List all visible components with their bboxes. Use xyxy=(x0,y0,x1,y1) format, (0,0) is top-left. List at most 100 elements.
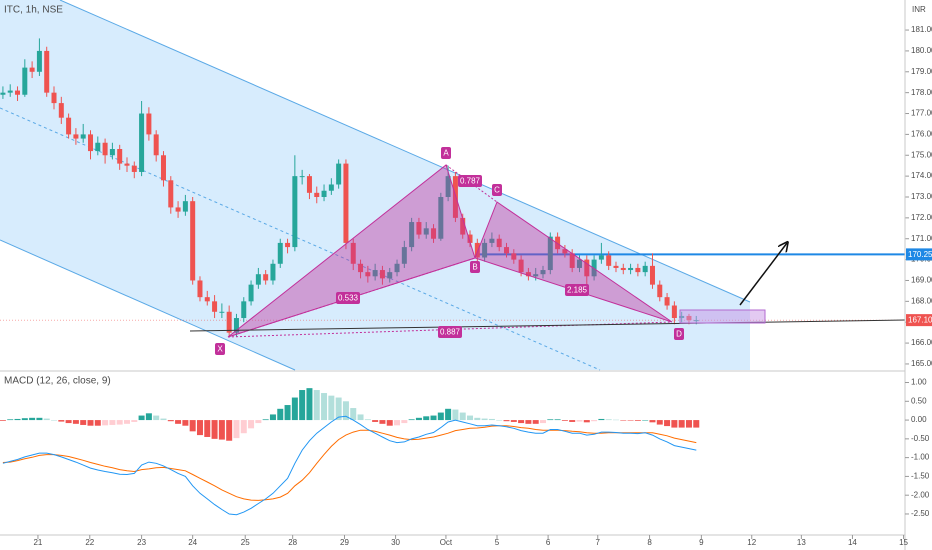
candle-body xyxy=(131,165,137,172)
candle-body xyxy=(102,142,108,156)
histogram-bar xyxy=(364,419,371,421)
candle-body xyxy=(431,228,437,239)
candle-body xyxy=(314,192,320,197)
histogram-bar xyxy=(569,420,576,422)
candle-body xyxy=(292,176,298,248)
histogram-bar xyxy=(488,418,495,421)
trend-line xyxy=(189,319,906,332)
histogram-bar xyxy=(72,420,79,424)
candle-body xyxy=(511,253,517,260)
x-tick-label: 13 xyxy=(797,538,806,547)
pattern-point-box xyxy=(441,147,451,159)
pattern-point-label: C xyxy=(494,186,500,195)
histogram-bar xyxy=(518,420,525,424)
pattern-point-box xyxy=(215,343,225,355)
y-tick-label: 172.00 xyxy=(911,213,932,222)
histogram-bar xyxy=(379,420,386,424)
candle-body xyxy=(22,67,28,95)
histogram-bar xyxy=(102,420,109,426)
x-tick-label: 25 xyxy=(241,538,250,547)
histogram-bar xyxy=(7,419,14,421)
candle-body xyxy=(671,305,677,319)
histogram-bar xyxy=(430,415,437,421)
histogram-bar xyxy=(123,420,130,424)
macd-pane xyxy=(0,382,909,516)
histogram-bar xyxy=(372,420,379,422)
candle-body xyxy=(160,155,166,181)
pattern-ratio-label: 0.787 xyxy=(460,177,481,186)
histogram-bar xyxy=(503,420,510,422)
x-tick-label: 24 xyxy=(188,538,197,547)
histogram-bar xyxy=(14,418,21,421)
histogram-bar xyxy=(233,420,240,439)
macd-title: MACD (12, 26, close, 9) xyxy=(4,376,111,387)
x-tick-label: 22 xyxy=(85,538,94,547)
candle-body xyxy=(452,176,458,218)
histogram-bar xyxy=(598,418,605,421)
histogram-bar xyxy=(678,420,685,428)
y-tick-label: 181.00 xyxy=(911,25,932,34)
main-pane xyxy=(0,29,909,365)
y-tick-label: 180.00 xyxy=(911,46,932,55)
candle-body xyxy=(270,263,276,281)
candle-body xyxy=(649,265,655,285)
macd-line xyxy=(2,415,697,516)
histogram-bar xyxy=(350,408,357,421)
candle-body xyxy=(576,259,582,268)
histogram-bar xyxy=(58,420,65,422)
candle-body xyxy=(263,274,269,281)
histogram-bar xyxy=(510,420,517,422)
candle-body xyxy=(226,311,232,333)
histogram-bar xyxy=(342,401,349,421)
candle-body xyxy=(146,113,152,135)
arrow xyxy=(739,243,787,306)
candle-body xyxy=(467,234,473,243)
candle-body xyxy=(219,311,225,313)
candle-body xyxy=(15,90,21,95)
y-tick-label: 165.00 xyxy=(911,359,932,368)
y-tick-label: 179.00 xyxy=(911,67,932,76)
pattern-point-box xyxy=(492,184,502,196)
histogram-bar xyxy=(415,417,422,421)
candle-body xyxy=(518,259,524,273)
x-tick-label: 29 xyxy=(340,538,349,547)
candle-body xyxy=(394,263,400,273)
histogram-bar xyxy=(554,419,561,421)
y-tick-label: 169.00 xyxy=(911,276,932,285)
histogram-bar xyxy=(620,420,627,421)
candle-body xyxy=(642,265,648,273)
candle-body xyxy=(496,238,502,248)
candle-body xyxy=(248,284,254,302)
histogram-bar xyxy=(467,415,474,421)
chart-title: ITC, 1h, NSE xyxy=(4,5,63,16)
price-label-box xyxy=(906,314,932,327)
pattern-ratio-box xyxy=(565,284,589,296)
histogram-bar xyxy=(182,420,189,426)
histogram-bar xyxy=(394,420,401,426)
candle-body xyxy=(416,222,422,235)
histogram-bar xyxy=(321,393,328,421)
histogram-bar xyxy=(167,420,174,422)
candle-body xyxy=(36,50,42,72)
y-tick-label: 0.00 xyxy=(911,415,927,424)
y-tick-label: -1.00 xyxy=(911,453,930,462)
candle-body xyxy=(168,180,174,208)
candle-body xyxy=(591,259,597,277)
candle-body xyxy=(438,196,444,239)
pattern-ratio-box xyxy=(458,175,482,187)
candle-body xyxy=(358,263,364,273)
y-tick-label: -2.00 xyxy=(911,490,930,499)
histogram-bar xyxy=(226,420,233,441)
histogram-bar xyxy=(335,397,342,421)
histogram-bar xyxy=(576,420,583,422)
histogram-bar xyxy=(218,420,225,440)
histogram-bar xyxy=(0,420,6,421)
candle-body xyxy=(657,284,663,298)
histogram-bar xyxy=(357,414,364,421)
histogram-bar xyxy=(408,419,415,421)
pattern-point-label: B xyxy=(472,263,477,272)
pattern-point-label: D xyxy=(676,330,682,339)
histogram-bar xyxy=(540,420,546,424)
candle-body xyxy=(489,238,495,243)
